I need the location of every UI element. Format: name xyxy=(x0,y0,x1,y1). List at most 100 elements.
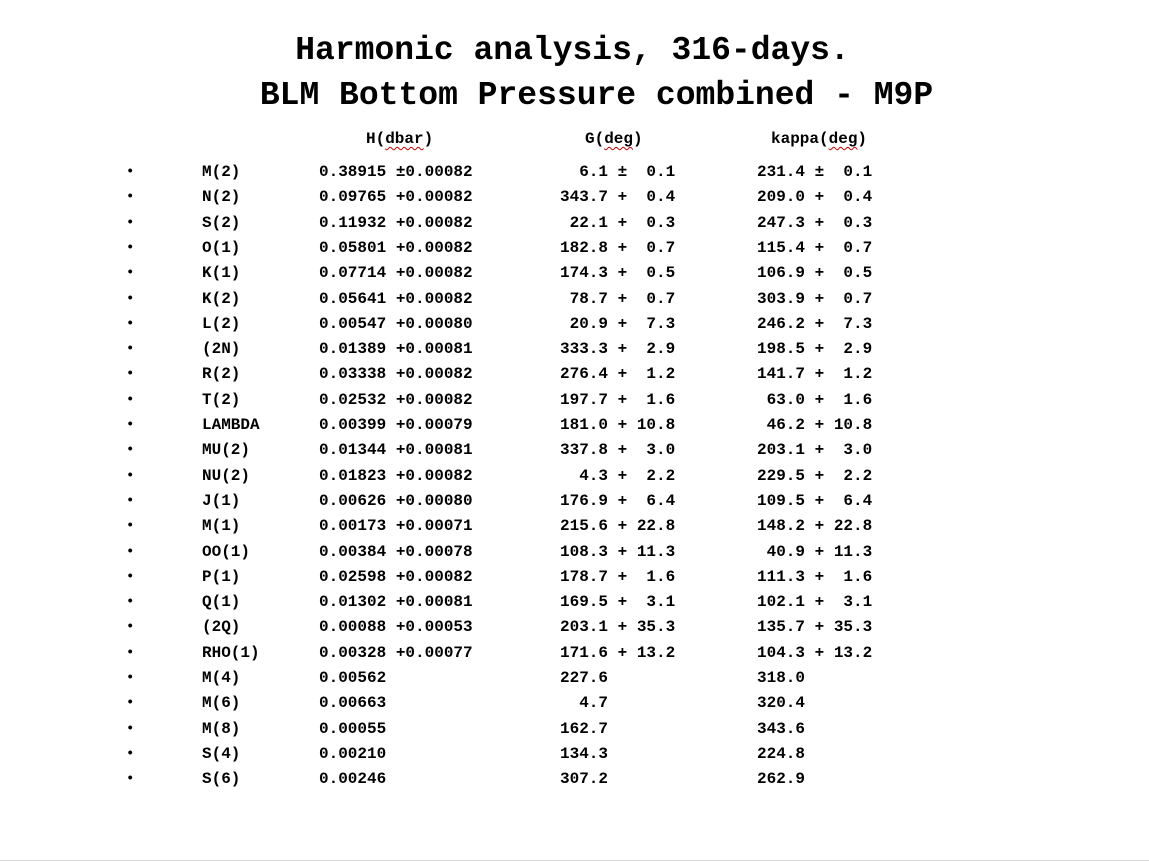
kappa-phase-value: 247.3 + 0.3 xyxy=(757,213,873,232)
bullet-glyph: • xyxy=(126,492,135,509)
table-row: • O(1) 0.05801 +0.00082 182.8 + 0.7 115.4 + … xyxy=(0,239,1149,263)
amplitude-value: 0.00626 +0.00080 xyxy=(319,491,473,510)
table-row: • MU(2) 0.01344 +0.00081 337.8 + 3.0 203.1 +… xyxy=(0,441,1149,465)
greenwich-phase-value: 333.3 + 2.9 xyxy=(560,340,676,359)
bullet-glyph: • xyxy=(126,189,135,206)
amplitude-value: 0.00210 xyxy=(319,744,387,763)
kappa-phase-value: 141.7 + 1.2 xyxy=(757,365,873,384)
amplitude-value: 0.01389 +0.00081 xyxy=(319,340,473,359)
amplitude-value: 0.07714 +0.00082 xyxy=(319,264,473,283)
constituent-name: S(6) xyxy=(202,770,241,789)
kappa-phase-value: 203.1 + 3.0 xyxy=(757,441,873,460)
greenwich-phase-value: 227.6 xyxy=(560,669,609,687)
constituent-name: M(4) xyxy=(202,669,241,687)
bullet-glyph: • xyxy=(126,391,135,408)
header-kappa-phase-prefix: kappa( xyxy=(771,130,829,148)
constituent-name: P(1) xyxy=(202,567,241,586)
amplitude-value: 0.09765 +0.00082 xyxy=(319,188,473,207)
greenwich-phase-value: 171.6 + 13.2 xyxy=(560,643,676,662)
bullet-glyph: • xyxy=(126,315,135,332)
header-greenwich-phase-suffix: ) xyxy=(633,130,643,148)
greenwich-phase-value: 197.7 + 1.6 xyxy=(560,390,676,409)
constituent-name: (2Q) xyxy=(202,618,241,637)
header-greenwich-phase: G(deg) xyxy=(585,130,643,148)
amplitude-value: 0.05801 +0.00082 xyxy=(319,238,473,257)
amplitude-value: 0.00246 xyxy=(319,770,387,789)
table-row: • S(6) 0.00246 307.2 262.9 xyxy=(0,770,1149,794)
constituent-name: M(1) xyxy=(202,517,241,536)
constituent-name: M(6) xyxy=(202,694,241,713)
constituent-name: M(2) xyxy=(202,163,241,181)
amplitude-value: 0.00547 +0.00080 xyxy=(319,314,473,333)
amplitude-value: 0.01344 +0.00081 xyxy=(319,441,473,460)
table-row: • NU(2) 0.01823 +0.00082 4.3 + 2.2 229.5 + … xyxy=(0,467,1149,491)
bullet-glyph: • xyxy=(126,341,135,358)
header-greenwich-phase-prefix: G( xyxy=(585,130,605,148)
amplitude-value: 0.00384 +0.00078 xyxy=(319,542,473,561)
table-row: • (2N) 0.01389 +0.00081 333.3 + 2.9 198.5 + … xyxy=(0,340,1149,364)
bullet-glyph: • xyxy=(126,265,135,282)
bullet-glyph: • xyxy=(126,745,135,762)
table-row: • (2Q) 0.00088 +0.00053 203.1 + 35.3 135.7 +… xyxy=(0,618,1149,642)
kappa-phase-value: 320.4 xyxy=(757,694,806,713)
amplitude-value: 0.02598 +0.00082 xyxy=(319,567,473,586)
kappa-phase-value: 229.5 + 2.2 xyxy=(757,466,873,485)
kappa-phase-value: 262.9 xyxy=(757,770,806,789)
greenwich-phase-value: 22.1 + 0.3 xyxy=(560,213,676,232)
kappa-phase-value: 115.4 + 0.7 xyxy=(757,238,873,257)
greenwich-phase-value: 78.7 + 0.7 xyxy=(560,289,676,308)
bullet-glyph: • xyxy=(126,568,135,585)
table-row: • S(2) 0.11932 +0.00082 22.1 + 0.3 247.3 + … xyxy=(0,214,1149,238)
table-row: • L(2) 0.00547 +0.00080 20.9 + 7.3 246.2 + … xyxy=(0,315,1149,339)
kappa-phase-value: 104.3 + 13.2 xyxy=(757,643,873,662)
bullet-glyph: • xyxy=(126,239,135,256)
greenwich-phase-value: 181.0 + 10.8 xyxy=(560,416,676,434)
amplitude-value: 0.38915 ±0.00082 xyxy=(319,163,473,181)
kappa-phase-value: 148.2 + 22.8 xyxy=(757,517,873,536)
kappa-phase-value: 231.4 ± 0.1 xyxy=(757,163,873,181)
kappa-phase-value: 63.0 + 1.6 xyxy=(757,390,873,409)
bullet-glyph: • xyxy=(126,442,135,459)
greenwich-phase-value: 4.3 + 2.2 xyxy=(560,466,676,485)
bullet-glyph: • xyxy=(126,695,135,712)
table-row: • OO(1) 0.00384 +0.00078 108.3 + 11.3 40.9 … xyxy=(0,543,1149,567)
kappa-phase-value: 109.5 + 6.4 xyxy=(757,491,873,510)
kappa-phase-value: 102.1 + 3.1 xyxy=(757,593,873,612)
constituent-name: O(1) xyxy=(202,238,241,257)
header-amplitude: H(dbar) xyxy=(366,130,433,148)
bullet-glyph: • xyxy=(126,467,135,484)
constituent-name: OO(1) xyxy=(202,542,251,561)
kappa-phase-value: 318.0 xyxy=(757,669,806,687)
amplitude-value: 0.00088 +0.00053 xyxy=(319,618,473,637)
amplitude-value: 0.05641 +0.00082 xyxy=(319,289,473,308)
greenwich-phase-value: 215.6 + 22.8 xyxy=(560,517,676,536)
bullet-glyph: • xyxy=(126,594,135,611)
slide-edge-divider xyxy=(0,860,1149,861)
header-amplitude-suffix: ) xyxy=(423,130,434,148)
greenwich-phase-value: 6.1 ± 0.1 xyxy=(560,163,676,181)
greenwich-phase-value: 203.1 + 35.3 xyxy=(560,618,676,637)
table-row: • Q(1) 0.01302 +0.00081 169.5 + 3.1 102.1 + … xyxy=(0,593,1149,617)
table-row: • RHO(1) 0.00328 +0.00077 171.6 + 13.2 104.3… xyxy=(0,644,1149,668)
constituent-name: L(2) xyxy=(202,314,241,333)
constituent-name: MU(2) xyxy=(202,441,251,460)
greenwich-phase-value: 307.2 xyxy=(560,770,609,789)
constituent-name: Q(1) xyxy=(202,593,241,612)
constituent-name: T(2) xyxy=(202,390,241,409)
constituent-name: N(2) xyxy=(202,188,241,207)
table-row: • K(1) 0.07714 +0.00082 174.3 + 0.5 106.9 + … xyxy=(0,264,1149,288)
amplitude-value: 0.03338 +0.00082 xyxy=(319,365,473,384)
table-row: • S(4) 0.00210 134.3 224.8 xyxy=(0,745,1149,769)
constituent-name: S(4) xyxy=(202,744,241,763)
greenwich-phase-value: 162.7 xyxy=(560,719,609,738)
kappa-phase-value: 111.3 + 1.6 xyxy=(757,567,873,586)
table-row: • M(4) 0.00562 227.6 318.0 xyxy=(0,669,1149,693)
kappa-phase-value: 198.5 + 2.9 xyxy=(757,340,873,359)
bullet-glyph: • xyxy=(126,366,135,383)
constituent-name: J(1) xyxy=(202,491,241,510)
table-row: • LAMBDA 0.00399 +0.00079 181.0 + 10.8 46.2… xyxy=(0,416,1149,440)
bullet-glyph: • xyxy=(126,164,135,180)
header-kappa-phase-suffix: ) xyxy=(857,130,868,148)
header-kappa-phase-unit: deg xyxy=(828,130,858,148)
constituent-name: R(2) xyxy=(202,365,241,384)
